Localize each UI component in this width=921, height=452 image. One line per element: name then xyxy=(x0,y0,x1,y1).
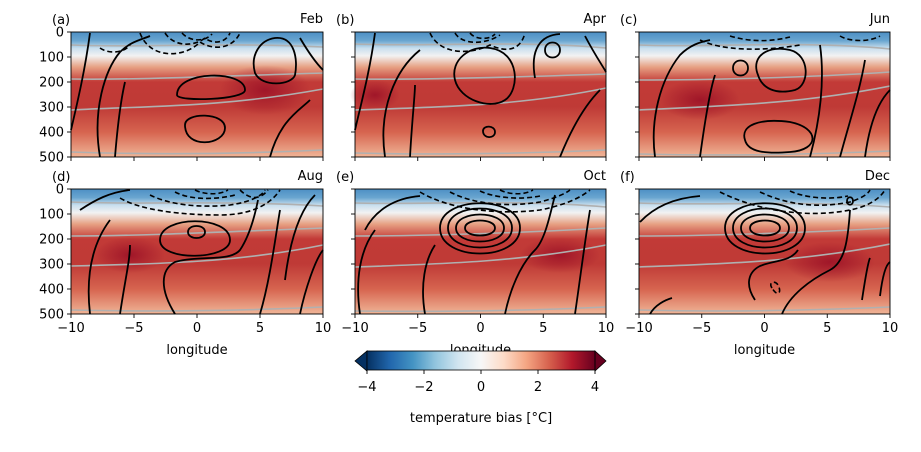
panel-b-gray-contours xyxy=(354,43,607,155)
panel-e xyxy=(354,189,607,315)
panel-c-gray-contours xyxy=(638,43,891,156)
panel-b-dashed-contours xyxy=(429,32,526,53)
panel-d-solid-contours xyxy=(79,189,324,315)
panel-b-month: Apr xyxy=(584,12,607,27)
panel-f-xtick-label: −5 xyxy=(692,321,711,336)
panel-e-month: Oct xyxy=(584,169,606,184)
colorbar-tick-label: 0 xyxy=(477,380,485,395)
panel-e-xtick-label: 5 xyxy=(539,321,547,336)
panel-c-solid-contours xyxy=(652,39,891,158)
panel-a-tag: (a) xyxy=(52,13,70,28)
panel-d-ytick-label: 0 xyxy=(56,183,64,198)
panel-b-hotspot xyxy=(350,80,400,110)
panel-a-ytick-label: 100 xyxy=(39,51,64,66)
panel-a-month: Feb xyxy=(300,12,323,27)
panel-c-dashed-contours xyxy=(699,35,881,50)
panel-a-gray-contours xyxy=(70,44,324,155)
panel-d-ytick-label: 100 xyxy=(39,208,64,223)
colorbar-ticks: −4 −2 0 2 4 xyxy=(357,370,599,395)
colorbar-extend-low xyxy=(354,350,368,372)
panel-d-ytick-label: 400 xyxy=(39,283,64,298)
panel-a-ytick-label: 200 xyxy=(39,76,64,91)
panel-f-solid-contours xyxy=(639,195,891,315)
panel-a-ytick-label: 400 xyxy=(39,126,64,141)
panel-e-xtick-label: 0 xyxy=(476,321,484,336)
panel-e-dashed-contours xyxy=(419,189,591,213)
panel-a-ytick-label: 0 xyxy=(56,26,64,41)
panel-d-xtick-label: −10 xyxy=(57,321,84,336)
panel-f-xtick-label: 10 xyxy=(882,321,899,336)
panel-f-hotspot xyxy=(785,242,875,282)
colorbar-tick-label: −4 xyxy=(357,380,376,395)
panel-d-ytick-label: 500 xyxy=(39,308,64,323)
panel-b xyxy=(350,32,607,158)
panel-d-ytick-label: 200 xyxy=(39,233,64,248)
panel-c-tag: (c) xyxy=(620,13,637,28)
panel-a-ytick-label: 300 xyxy=(39,101,64,116)
panel-a-dashed-contours xyxy=(99,32,241,55)
panel-d-ytick-label: 300 xyxy=(39,258,64,273)
panel-f-xtick-label: −10 xyxy=(625,321,652,336)
panel-b-solid-contours xyxy=(354,32,607,158)
panel-d-month: Aug xyxy=(298,169,323,184)
colorbar: −4 −2 0 2 4 temperature bias [°C] xyxy=(354,350,607,426)
panel-e-hotspot xyxy=(520,237,600,273)
panel-d xyxy=(70,189,324,315)
colorbar-tick-label: 4 xyxy=(591,380,599,395)
panel-a-solid-contours xyxy=(70,32,324,158)
panel-f-xtick-label: 5 xyxy=(823,321,831,336)
panel-e-xtick-label: −10 xyxy=(341,321,368,336)
panel-d-xtick-label: 5 xyxy=(256,321,264,336)
panel-c-hotspot xyxy=(660,80,740,120)
panel-d-xtick-label: 10 xyxy=(315,321,332,336)
panel-e-xtick-label: 10 xyxy=(598,321,615,336)
panel-titles: (a) Feb (b) Apr (c) Jun (d) Aug (e) Oct (f) Dec xyxy=(52,12,890,185)
colorbar-extend-high xyxy=(594,350,607,372)
panel-c xyxy=(638,32,891,158)
panel-d-xtick-label: −5 xyxy=(124,321,143,336)
panel-b-tag: (b) xyxy=(336,13,354,28)
panel-d-xtick-label: 0 xyxy=(193,321,201,336)
panel-d-gray-contours xyxy=(70,201,324,312)
panel-d-tag: (d) xyxy=(52,170,70,185)
panel-a-hotspot xyxy=(220,65,310,115)
panel-f-xlabel: longitude xyxy=(734,343,795,358)
colorbar-tick-label: −2 xyxy=(414,380,433,395)
panel-e-tag: (e) xyxy=(336,170,354,185)
panel-a xyxy=(70,32,324,158)
panel-e-xtick-label: −5 xyxy=(408,321,427,336)
panel-f-tag: (f) xyxy=(620,170,635,185)
panel-e-solid-contours xyxy=(357,194,591,315)
panel-d-dashed-contours xyxy=(119,189,281,216)
panel-f-month: Dec xyxy=(865,169,890,184)
panel-f-xtick-label: 0 xyxy=(760,321,768,336)
colorbar-label: temperature bias [°C] xyxy=(410,411,552,426)
colorbar-gradient xyxy=(367,351,595,370)
colorbar-tick-label: 2 xyxy=(534,380,542,395)
panel-a-ytick-label: 500 xyxy=(39,151,64,166)
panel-f xyxy=(638,189,891,315)
panel-c-month: Jun xyxy=(869,12,890,27)
panel-d-xlabel: longitude xyxy=(166,343,227,358)
